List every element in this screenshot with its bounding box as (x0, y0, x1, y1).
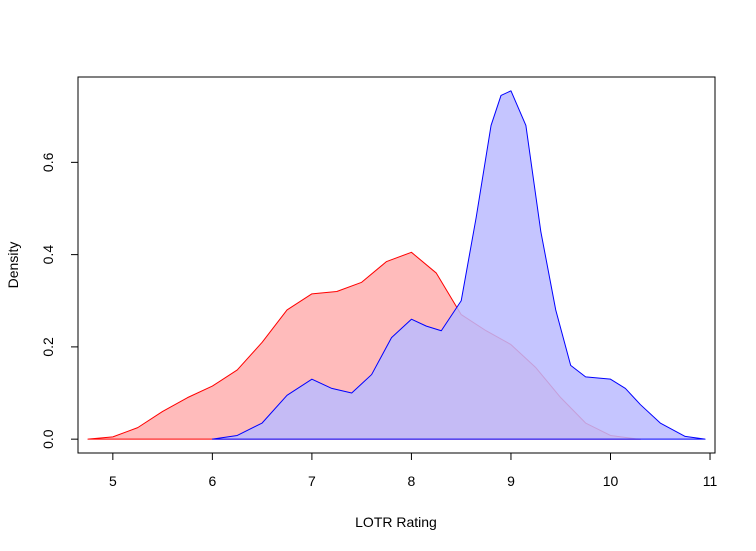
y-axis-title: Density (5, 242, 21, 289)
x-tick-label: 6 (208, 473, 216, 489)
density-area-2 (211, 90, 706, 440)
x-tick-label: 11 (703, 473, 718, 489)
x-tick-label: 5 (109, 473, 117, 489)
y-tick-label: 0.0 (40, 429, 56, 449)
y-tick-label: 0.6 (40, 152, 56, 172)
x-tick-label: 8 (408, 473, 416, 489)
x-tick-label: 9 (507, 473, 515, 489)
x-axis-title: LOTR Rating (355, 514, 437, 530)
series-layer (87, 90, 706, 440)
y-axis: 0.0 0.2 0.4 0.6 (40, 152, 79, 449)
x-tick-label: 10 (603, 473, 619, 489)
y-tick-label: 0.4 (40, 245, 56, 265)
x-tick-label: 7 (308, 473, 316, 489)
x-axis: 5 6 7 8 9 10 11 (109, 452, 718, 489)
y-tick-label: 0.2 (40, 337, 56, 357)
